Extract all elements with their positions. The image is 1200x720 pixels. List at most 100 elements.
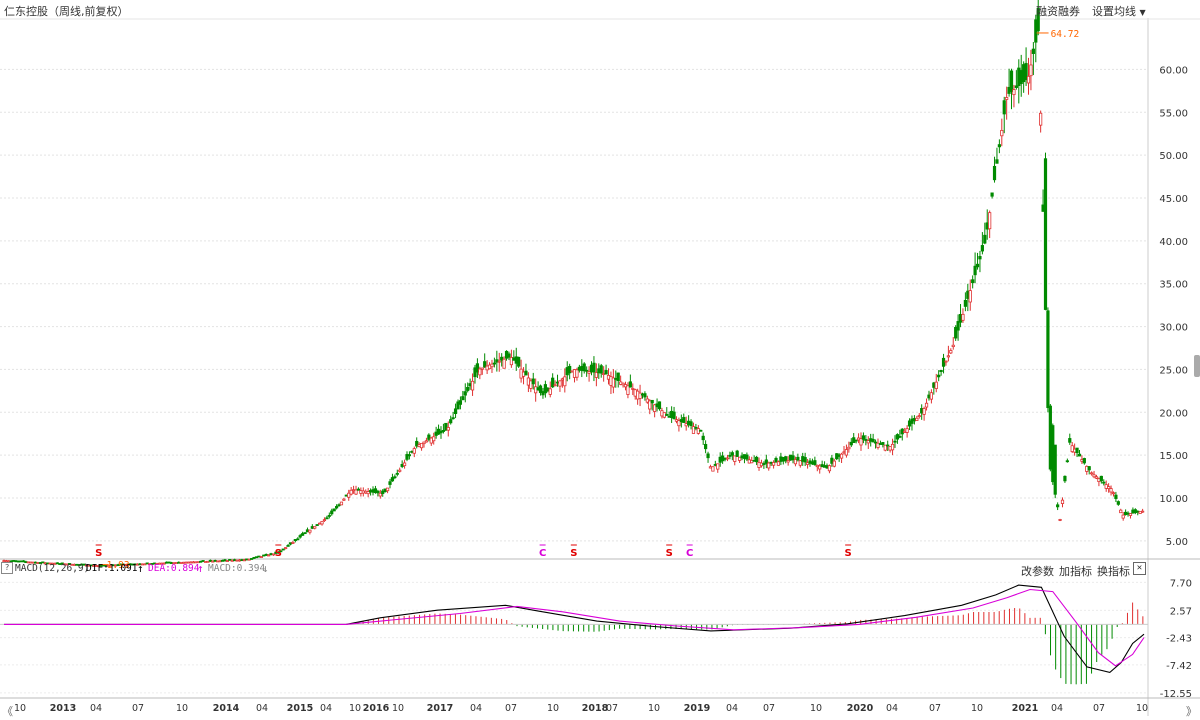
dea-line (4, 588, 1145, 667)
candle-body (839, 453, 844, 459)
candle-body (886, 444, 890, 447)
candle-body (1090, 472, 1094, 475)
candle-body (250, 558, 254, 560)
candle-body (767, 462, 771, 469)
candle-body (917, 415, 921, 418)
time-tick-label: 2021 (1012, 703, 1038, 714)
candle-body (1141, 510, 1145, 513)
time-tick-label: 07 (606, 703, 618, 714)
candle-body (1092, 474, 1096, 478)
candle-body (449, 419, 453, 424)
candle-body (466, 387, 470, 391)
candle-body (330, 510, 334, 515)
candle-body (1121, 514, 1125, 519)
candle-body (677, 420, 681, 427)
high-annotation: 64.72 (1051, 29, 1080, 40)
price-tick-label: 25.00 (1159, 365, 1188, 376)
chart-title: 仁东控股（周线,前复权） (4, 5, 129, 18)
macd-arrow-down-icon: ↓ (262, 562, 269, 575)
candle-body (332, 508, 336, 512)
time-tick-label: 2020 (847, 703, 874, 714)
candle-body (582, 363, 586, 372)
candle-body (327, 515, 331, 517)
candle-body (453, 408, 458, 415)
candle-body (1070, 445, 1074, 452)
candle-body (643, 393, 647, 398)
candle-body (755, 456, 759, 463)
candle-body (548, 388, 552, 395)
candle-body (798, 460, 802, 466)
help-button[interactable]: ? (1, 562, 13, 574)
candle-body (1005, 97, 1009, 100)
candle-body (402, 462, 407, 467)
candle-body (385, 487, 390, 492)
switch-indicator-button[interactable]: 换指标 (1097, 565, 1130, 578)
margin-trading-button[interactable]: 融资融券 (1036, 5, 1080, 18)
candle-body (745, 454, 749, 460)
candle-body (354, 489, 358, 495)
add-indicator-button[interactable]: 加指标 (1059, 565, 1092, 578)
dea-value: DEA:0.894 (148, 563, 200, 574)
candle-body (988, 212, 992, 230)
time-tick-label: 10 (648, 703, 660, 714)
candle-body (381, 490, 385, 494)
ma-settings-button[interactable]: 设置均线 ▼ (1092, 3, 1146, 19)
candle-body (951, 344, 955, 348)
right-edge-handle[interactable] (1194, 355, 1200, 377)
time-tick-label: 2017 (427, 703, 453, 714)
candle-body (871, 438, 875, 443)
candle-body (1119, 509, 1123, 514)
time-tick-label: 2016 (363, 703, 390, 714)
candle-body (971, 279, 975, 284)
candle-body (405, 454, 409, 460)
candle-body (898, 435, 902, 438)
candle-body (728, 454, 732, 457)
price-tick-label: 15.00 (1159, 451, 1188, 462)
candle-body (628, 381, 632, 388)
candle-body (599, 365, 603, 374)
candle-body (446, 427, 450, 431)
candle-body (735, 450, 739, 457)
scroll-right-icon[interactable]: 》 (1186, 705, 1197, 718)
candle-body (849, 441, 853, 446)
time-tick-label: 04 (90, 703, 102, 714)
candle-body (507, 353, 511, 358)
candle-body (980, 245, 984, 252)
change-params-button[interactable]: 改参数 (1021, 565, 1054, 578)
candle-body (1012, 89, 1016, 96)
marker-s: S (845, 548, 852, 559)
candle-body (854, 439, 858, 442)
candle-body (771, 462, 776, 466)
candle-body (1036, 7, 1040, 32)
candle-body (774, 457, 778, 463)
time-tick-label: 2019 (684, 703, 710, 714)
time-tick-label: 04 (726, 703, 738, 714)
candle-body (864, 439, 868, 441)
scroll-left-icon[interactable]: 《 (2, 705, 13, 718)
candle-body (388, 481, 392, 485)
candle-body (1063, 475, 1067, 482)
candle-body (1026, 75, 1031, 84)
candle-body (844, 449, 849, 456)
candle-body (291, 541, 295, 544)
candle-body (373, 488, 378, 493)
candle-body (725, 457, 730, 460)
dif-arrow-up-icon: ↑ (137, 562, 144, 575)
macd-value: MACD:0.394 (208, 563, 266, 574)
candle-body (682, 417, 686, 423)
candle-body (776, 461, 781, 466)
dea-arrow-up-icon: ↑ (197, 562, 204, 575)
candle-body (497, 360, 501, 363)
candle-body (315, 524, 319, 526)
time-tick-label: 10 (14, 703, 26, 714)
candle-body (1087, 466, 1091, 471)
candle-body (881, 442, 885, 445)
candle-body (320, 520, 324, 525)
candle-body (1111, 492, 1116, 495)
candle-body (395, 472, 399, 475)
candle-body (973, 265, 977, 276)
candle-body (398, 469, 402, 472)
candle-body (978, 256, 982, 260)
candle-body (876, 442, 880, 448)
close-indicator-button[interactable]: ✕ (1133, 562, 1146, 575)
